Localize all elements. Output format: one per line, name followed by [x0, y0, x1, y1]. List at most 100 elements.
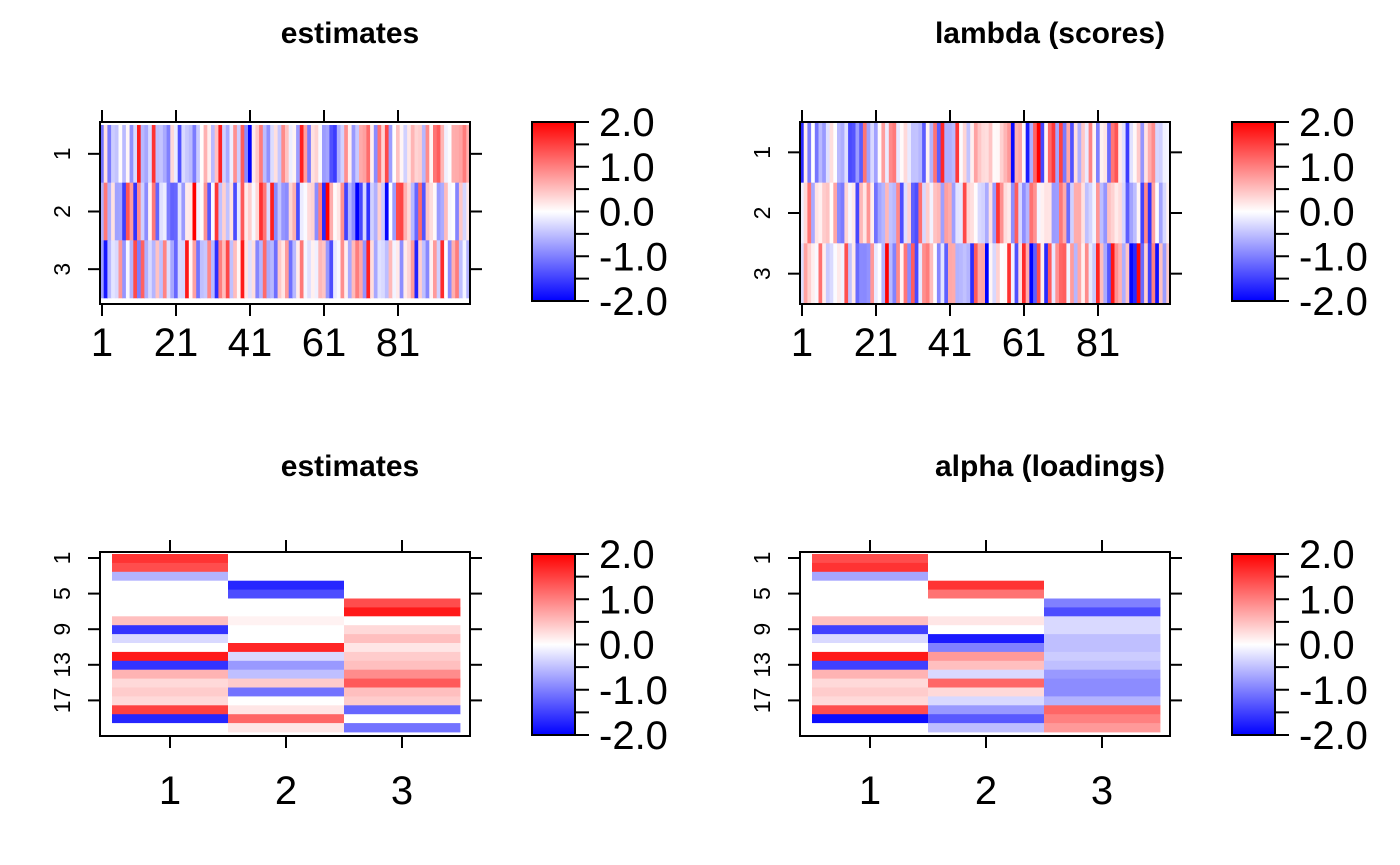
heatmap-cell	[107, 240, 112, 299]
heatmap-cell	[100, 125, 105, 183]
heatmap-cell	[155, 125, 160, 183]
heatmap-cell	[870, 243, 875, 305]
heatmap-cell	[288, 182, 293, 241]
heatmap-cell	[203, 125, 208, 183]
heatmap-cell	[433, 125, 438, 183]
heatmap-cell	[192, 182, 197, 241]
heatmap-cell	[1014, 122, 1019, 183]
heatmap-cell	[896, 243, 901, 305]
heatmap-cell	[122, 125, 127, 183]
heatmap-cell	[377, 240, 382, 299]
heatmap-cell	[1062, 243, 1067, 305]
heatmap-cell	[381, 125, 386, 183]
heatmap-cell	[1092, 182, 1097, 244]
heatmap-cell	[1033, 243, 1038, 305]
colorbar: 2.01.00.0-1.0-2.0	[531, 533, 668, 758]
heatmap-cell	[859, 122, 864, 183]
heatmap-cell	[848, 182, 853, 244]
heatmap-cell	[344, 562, 461, 573]
heatmap-cell	[933, 243, 938, 305]
heatmap-cell	[925, 122, 931, 183]
heatmap-cell	[803, 182, 808, 244]
colorbar-tick-label: -2.0	[1299, 714, 1368, 758]
heatmap-cell	[112, 705, 229, 715]
heatmap-cell	[1044, 669, 1161, 679]
heatmap-cell	[344, 634, 461, 644]
heatmap-cell	[1092, 122, 1097, 183]
heatmap-cell	[444, 125, 449, 183]
heatmap-cell	[1010, 122, 1016, 183]
heatmap-cell	[1036, 243, 1042, 305]
heatmap-cell	[447, 182, 453, 241]
heatmap-cell	[122, 240, 127, 299]
heatmap-cell	[1144, 122, 1149, 183]
heatmap-cell	[1121, 182, 1127, 244]
heatmap-cell	[1125, 243, 1130, 305]
heatmap-cell	[1147, 122, 1153, 183]
x-tick-label: 1	[791, 321, 813, 365]
heatmap-cell	[812, 723, 929, 733]
heatmap-cell	[162, 240, 168, 299]
colorbar: 2.01.00.0-1.0-2.0	[1231, 101, 1368, 324]
heatmap-cell	[1110, 122, 1116, 183]
heatmap-cell	[225, 125, 231, 183]
heatmap-cell	[344, 696, 461, 706]
heatmap-cell	[928, 589, 1045, 599]
heatmap-cell	[928, 554, 1045, 564]
heatmap-cell	[137, 240, 142, 299]
heatmap-cell	[929, 122, 934, 183]
heatmap-cell	[896, 182, 901, 244]
heatmap-cell	[236, 125, 242, 183]
heatmap-cell	[885, 122, 890, 183]
heatmap-cell	[966, 122, 971, 183]
heatmap-cell	[259, 182, 264, 241]
heatmap-cell	[270, 125, 275, 183]
heatmap-cell	[281, 240, 286, 299]
heatmap-cell	[1073, 243, 1079, 305]
heatmap-cell	[370, 240, 375, 299]
colorbar-tick-label: -1.0	[1299, 235, 1368, 279]
heatmap-cell	[344, 651, 461, 662]
heatmap-cell	[248, 182, 253, 241]
heatmap-cell	[928, 705, 1045, 715]
heatmap-cell	[911, 243, 916, 305]
heatmap-cell	[228, 643, 345, 653]
heatmap-cell	[800, 243, 805, 305]
heatmap-cell	[814, 243, 820, 305]
heatmap-cell	[1070, 122, 1075, 183]
heatmap-cell	[1096, 122, 1101, 183]
heatmap-cell	[299, 240, 305, 299]
heatmap-cell	[803, 122, 808, 183]
heatmap-cell	[381, 182, 386, 241]
heatmap-cell	[837, 122, 842, 183]
heatmap-cell	[1118, 182, 1123, 244]
heatmap-cell	[344, 598, 461, 608]
heatmap-cell	[988, 122, 993, 183]
heatmap-cell	[812, 607, 929, 617]
heatmap-cell	[844, 122, 849, 183]
heatmap-cell	[344, 589, 461, 599]
heatmap-cell	[1044, 580, 1161, 590]
heatmap-cell	[928, 696, 1045, 706]
x-tick-label: 21	[154, 321, 199, 365]
heatmap-cell	[1114, 243, 1119, 305]
heatmap-cell	[1073, 122, 1079, 183]
heatmap-cell	[881, 122, 886, 183]
heatmap-cell	[259, 125, 264, 183]
heatmap-cell	[922, 122, 927, 183]
heatmap-cell	[862, 122, 868, 183]
heatmap-cell	[170, 240, 175, 299]
heatmap-cell	[928, 616, 1045, 626]
heatmap-cell	[1059, 182, 1064, 244]
heatmap-cell	[140, 240, 145, 299]
heatmap-cells	[812, 554, 1161, 733]
heatmap-cell	[114, 125, 120, 183]
heatmap-cell	[812, 571, 929, 582]
heatmap-cell	[885, 243, 890, 305]
panel-title: alpha (loadings)	[935, 450, 1165, 483]
heatmap-cell	[1114, 182, 1119, 244]
heatmap-cell	[855, 243, 860, 305]
heatmap-cell	[384, 240, 390, 299]
heatmap-cell	[812, 554, 929, 564]
heatmap-cell	[1007, 182, 1012, 244]
